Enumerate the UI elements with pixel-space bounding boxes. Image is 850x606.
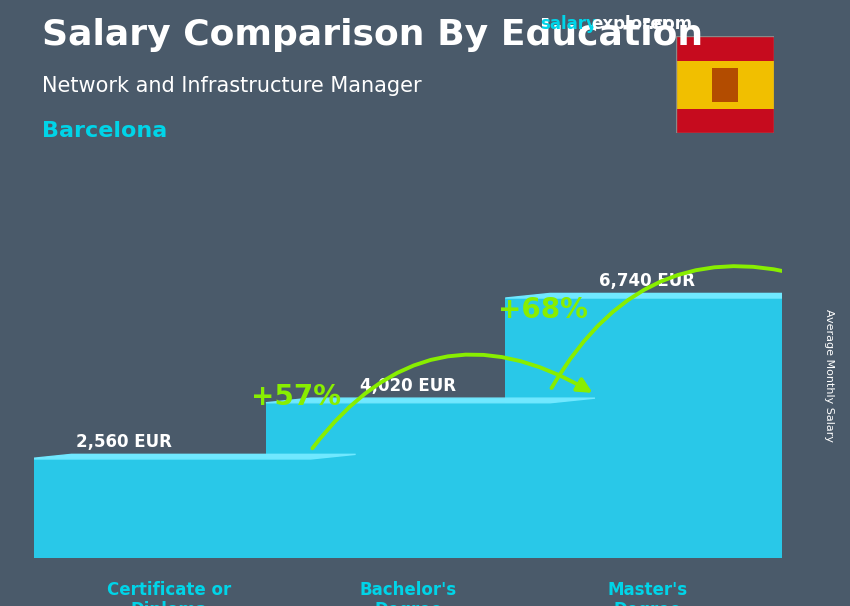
Text: Master's
Degree: Master's Degree (607, 581, 688, 606)
Polygon shape (26, 454, 355, 459)
Bar (676, 109, 774, 133)
Bar (505, 298, 790, 558)
Polygon shape (550, 398, 595, 558)
Bar (711, 68, 738, 102)
Polygon shape (790, 293, 835, 558)
Text: Barcelona: Barcelona (42, 121, 167, 141)
Text: Network and Infrastructure Manager: Network and Infrastructure Manager (42, 76, 422, 96)
Text: .com: .com (648, 15, 693, 33)
Text: +68%: +68% (498, 296, 587, 324)
Text: Average Monthly Salary: Average Monthly Salary (824, 309, 834, 442)
Bar (676, 61, 774, 109)
Polygon shape (505, 293, 835, 298)
Text: 4,020 EUR: 4,020 EUR (360, 377, 456, 395)
Polygon shape (266, 398, 595, 403)
Text: salary: salary (540, 15, 597, 33)
Bar (26, 459, 311, 558)
Text: +57%: +57% (251, 384, 341, 411)
Bar (266, 403, 550, 558)
Text: Bachelor's
Degree: Bachelor's Degree (360, 581, 456, 606)
Text: 6,740 EUR: 6,740 EUR (599, 272, 695, 290)
Text: Salary Comparison By Education: Salary Comparison By Education (42, 18, 704, 52)
Text: 2,560 EUR: 2,560 EUR (76, 433, 172, 451)
FancyArrowPatch shape (552, 266, 828, 388)
Polygon shape (311, 454, 355, 558)
Text: Certificate or
Diploma: Certificate or Diploma (106, 581, 230, 606)
Bar (676, 36, 774, 61)
FancyArrowPatch shape (313, 355, 589, 448)
Text: explorer: explorer (591, 15, 670, 33)
